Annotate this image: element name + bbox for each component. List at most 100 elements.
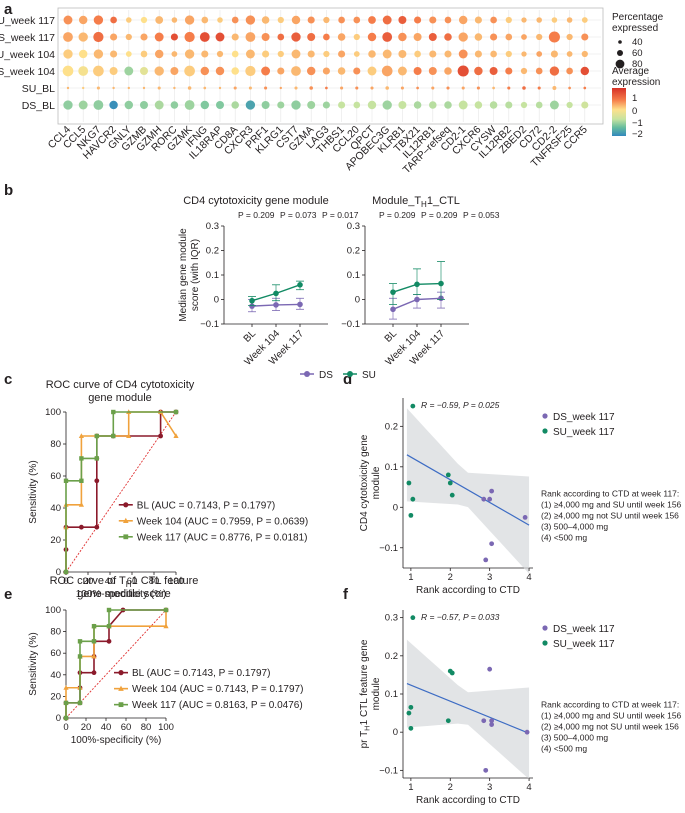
- y-tick-label: 40: [50, 670, 61, 681]
- scatter-point-ds: [524, 729, 530, 735]
- legend-label: DS_week 117: [553, 624, 615, 635]
- expression-dot: [277, 50, 284, 58]
- x-tick-label: BL: [383, 328, 400, 345]
- expression-dot: [142, 86, 146, 90]
- expression-dot: [261, 101, 270, 109]
- expression-dot: [127, 86, 130, 90]
- expression-dot: [367, 32, 377, 42]
- legend-marker: [542, 413, 548, 419]
- roc-marker-triangle: [173, 433, 179, 438]
- expression-dot: [413, 33, 422, 41]
- title-subscript: H: [421, 200, 427, 209]
- legend-label: Week 104 (AUC = 0.7143, P = 0.1797): [132, 684, 303, 695]
- expression-dot: [580, 66, 590, 76]
- color-legend-title: Average: [612, 66, 650, 77]
- expression-dot: [125, 33, 132, 41]
- roc-marker-square: [79, 456, 84, 461]
- expression-dot: [520, 101, 528, 109]
- data-point-su: [297, 282, 303, 288]
- p-value-label: P = 0.209: [238, 210, 275, 220]
- expression-dot: [140, 50, 148, 58]
- expression-dot: [291, 49, 301, 59]
- expression-dot: [566, 17, 573, 23]
- expression-dot: [187, 86, 192, 90]
- expression-dot: [536, 33, 543, 41]
- expression-dot: [548, 31, 560, 43]
- expression-dot: [353, 51, 360, 57]
- expression-dot: [291, 32, 301, 42]
- row-label: DS_BL: [22, 100, 55, 112]
- expression-dot: [93, 15, 104, 25]
- expression-dot: [322, 67, 330, 75]
- expression-dot: [429, 101, 437, 109]
- y-tick-label: 40: [50, 503, 61, 514]
- color-legend-tick: 1: [632, 93, 637, 104]
- rank-note-line: (2) ≥4,000 mg not SU until week 156: [541, 511, 679, 521]
- expression-dot: [63, 15, 73, 25]
- expression-dot: [461, 86, 465, 90]
- title-part: Module_T: [372, 195, 421, 207]
- x-axis-label: Rank according to CTD: [416, 585, 520, 596]
- expression-dot: [382, 15, 392, 25]
- x-tick-label: 20: [83, 576, 94, 587]
- y-tick-label: 20: [50, 535, 61, 546]
- scatter-point-ds: [522, 515, 528, 520]
- y-axis-label-line1: pr TH1 CTL feature gene: [359, 639, 372, 748]
- expression-dot: [416, 86, 419, 90]
- expression-dot: [551, 17, 558, 23]
- scatter-point-su: [410, 403, 416, 409]
- expression-dot: [444, 67, 452, 75]
- y-tick-label: 0: [56, 713, 61, 724]
- confidence-band: [406, 408, 530, 574]
- chart-title-line1: ROC curve of TH1 CTL feature: [50, 575, 199, 589]
- y-axis-label: Sensitivity (%): [28, 632, 39, 695]
- roc-marker-square: [77, 700, 83, 706]
- expression-dot: [368, 50, 376, 58]
- expression-dot: [474, 50, 482, 58]
- roc-marker-square: [63, 569, 69, 575]
- confidence-band: [406, 639, 530, 780]
- row-label: DS_week 117: [0, 32, 55, 44]
- expression-dot: [367, 66, 377, 76]
- expression-dot: [110, 16, 117, 24]
- roc-marker-square: [106, 607, 112, 613]
- y-tick-label: −0.1: [379, 765, 398, 776]
- y-tick-label: 0.1: [385, 689, 398, 700]
- legend-dot-ds: [304, 371, 310, 377]
- legend-marker: [542, 640, 548, 646]
- expression-dot: [200, 100, 210, 110]
- dotplot-frame: [57, 7, 604, 125]
- expression-dot: [264, 86, 268, 90]
- size-legend-title-2: expressed: [612, 23, 658, 34]
- y-tick-label: 0: [393, 727, 398, 738]
- y-tick-label: 0.2: [385, 651, 398, 662]
- expression-dot: [155, 16, 164, 24]
- roc-marker-square: [111, 433, 116, 439]
- expression-dot: [566, 101, 573, 109]
- expression-dot: [413, 67, 422, 75]
- title-part: 1_CTL: [427, 195, 460, 207]
- expression-dot: [353, 101, 361, 109]
- expression-dot: [277, 101, 285, 109]
- expression-dot: [93, 49, 104, 59]
- expression-dot: [291, 100, 301, 110]
- expression-dot: [536, 17, 542, 23]
- expression-dot: [490, 33, 498, 41]
- expression-dot: [337, 33, 346, 41]
- scatter-chart-f: 1 2 3 4 −0.1 0 0.1 0.2 0.3 Rank according to CTD R…: [359, 610, 682, 806]
- row-label: SU_week 117: [0, 15, 55, 27]
- expression-dot: [398, 16, 407, 24]
- expression-dot: [184, 15, 195, 25]
- x-tick-label: 4: [526, 572, 531, 583]
- expression-dot: [490, 50, 497, 58]
- expression-dot: [307, 101, 316, 109]
- expression-dot: [429, 16, 437, 24]
- expression-dot: [338, 50, 346, 58]
- y-axis-label-line1: CD4 cytotoxicity gene: [359, 434, 370, 531]
- expression-dot: [382, 100, 392, 110]
- rank-note-line: Rank according to CTD at week 117:: [541, 489, 679, 499]
- expression-dot: [382, 49, 392, 59]
- scatter-point-ds: [483, 557, 489, 563]
